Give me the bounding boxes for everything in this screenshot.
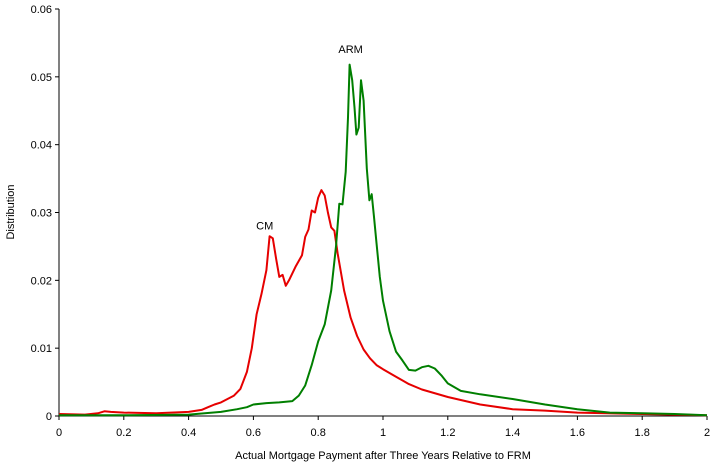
x-tick-label: 2: [704, 427, 710, 439]
x-tick-label: 0.4: [181, 427, 196, 439]
x-tick-label: 1.2: [440, 427, 455, 439]
x-axis-title: Actual Mortgage Payment after Three Year…: [235, 450, 531, 462]
x-tick-label: 1: [380, 427, 386, 439]
y-tick-label: 0.03: [31, 208, 52, 220]
y-tick-label: 0.04: [31, 140, 52, 152]
y-tick-label: 0: [46, 411, 52, 423]
series-label-arm: ARM: [338, 44, 362, 56]
x-tick-label: 0.6: [246, 427, 261, 439]
x-axis-ticks: 0 0.2 0.4 0.6 0.8 1 1.2 1.4 1.6 1.8 2: [56, 416, 710, 439]
series-lines: [58, 63, 708, 417]
series-line-arm: [59, 63, 708, 417]
series-labels: CM ARM: [256, 44, 363, 232]
x-tick-label: 1.6: [570, 427, 585, 439]
y-tick-label: 0.05: [31, 72, 52, 84]
x-tick-label: 0.8: [311, 427, 326, 439]
series-label-cm: CM: [256, 220, 273, 232]
series-line-cm: [58, 189, 708, 417]
y-tick-label: 0.06: [31, 4, 52, 16]
y-axis-title: Distribution: [5, 184, 17, 239]
x-tick-label: 0.2: [116, 427, 131, 439]
x-tick-label: 0: [56, 427, 62, 439]
x-tick-label: 1.8: [635, 427, 650, 439]
x-tick-label: 1.4: [505, 427, 520, 439]
y-tick-label: 0.01: [31, 343, 52, 355]
y-axis-ticks: 0 0.01 0.02 0.03 0.04 0.05 0.06: [31, 4, 59, 423]
plot-area: [58, 9, 707, 417]
y-tick-label: 0.02: [31, 275, 52, 287]
